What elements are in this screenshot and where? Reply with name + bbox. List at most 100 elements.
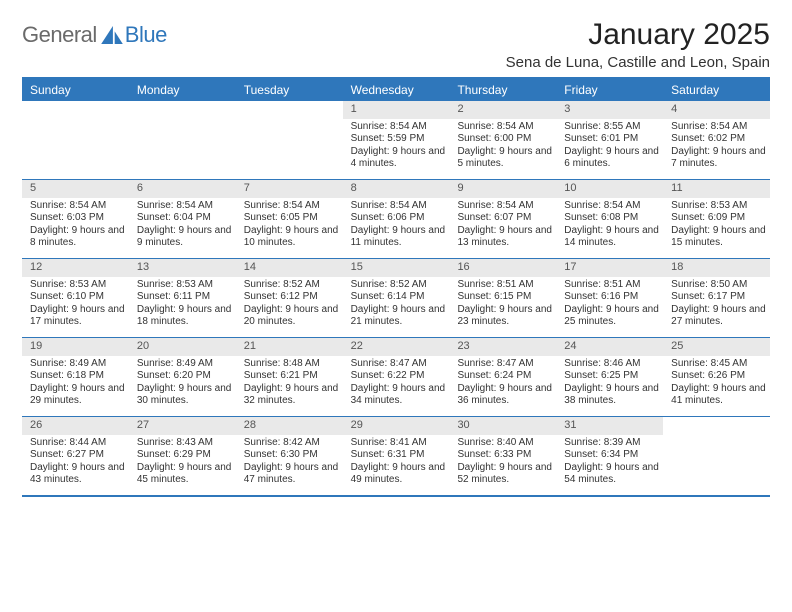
sunset-line: Sunset: 6:31 PM (351, 449, 446, 462)
sunset-line: Sunset: 6:07 PM (457, 212, 552, 225)
day-number: 22 (343, 338, 450, 356)
title-block: January 2025 Sena de Luna, Castille and … (506, 18, 770, 71)
day-number: 2 (449, 101, 556, 119)
calendar-day-cell: 15Sunrise: 8:52 AMSunset: 6:14 PMDayligh… (343, 259, 450, 337)
daylight-line: Daylight: 9 hours and 38 minutes. (564, 383, 659, 408)
daylight-line: Daylight: 9 hours and 41 minutes. (671, 383, 766, 408)
day-body: Sunrise: 8:45 AMSunset: 6:26 PMDaylight:… (663, 356, 770, 410)
day-number: 27 (129, 417, 236, 435)
sunset-line: Sunset: 6:30 PM (244, 449, 339, 462)
day-body: Sunrise: 8:51 AMSunset: 6:16 PMDaylight:… (556, 277, 663, 331)
daylight-line: Daylight: 9 hours and 49 minutes. (351, 462, 446, 487)
day-body: Sunrise: 8:53 AMSunset: 6:11 PMDaylight:… (129, 277, 236, 331)
sunset-line: Sunset: 6:24 PM (457, 370, 552, 383)
calendar-week-row: 19Sunrise: 8:49 AMSunset: 6:18 PMDayligh… (22, 337, 770, 416)
day-number: 13 (129, 259, 236, 277)
calendar-day-cell: 14Sunrise: 8:52 AMSunset: 6:12 PMDayligh… (236, 259, 343, 337)
sunset-line: Sunset: 6:15 PM (457, 291, 552, 304)
calendar-week-row: 12Sunrise: 8:53 AMSunset: 6:10 PMDayligh… (22, 258, 770, 337)
day-of-week-header: Saturday (663, 79, 770, 101)
day-number: 9 (449, 180, 556, 198)
calendar-day-cell: 30Sunrise: 8:40 AMSunset: 6:33 PMDayligh… (449, 417, 556, 495)
day-number: 25 (663, 338, 770, 356)
day-number: 6 (129, 180, 236, 198)
sunset-line: Sunset: 6:22 PM (351, 370, 446, 383)
calendar-day-cell: 25Sunrise: 8:45 AMSunset: 6:26 PMDayligh… (663, 338, 770, 416)
day-body: Sunrise: 8:41 AMSunset: 6:31 PMDaylight:… (343, 435, 450, 489)
day-body: Sunrise: 8:55 AMSunset: 6:01 PMDaylight:… (556, 119, 663, 173)
calendar-day-pad: 0. (129, 101, 236, 179)
sunset-line: Sunset: 6:09 PM (671, 212, 766, 225)
sunrise-line: Sunrise: 8:54 AM (457, 121, 552, 134)
day-body: Sunrise: 8:54 AMSunset: 5:59 PMDaylight:… (343, 119, 450, 173)
daylight-line: Daylight: 9 hours and 10 minutes. (244, 225, 339, 250)
day-body: Sunrise: 8:52 AMSunset: 6:12 PMDaylight:… (236, 277, 343, 331)
sunrise-line: Sunrise: 8:51 AM (564, 279, 659, 292)
sunrise-line: Sunrise: 8:54 AM (457, 200, 552, 213)
sunrise-line: Sunrise: 8:54 AM (351, 200, 446, 213)
day-body: Sunrise: 8:40 AMSunset: 6:33 PMDaylight:… (449, 435, 556, 489)
day-of-week-header: Monday (129, 79, 236, 101)
daylight-line: Daylight: 9 hours and 14 minutes. (564, 225, 659, 250)
calendar-day-cell: 19Sunrise: 8:49 AMSunset: 6:18 PMDayligh… (22, 338, 129, 416)
sunrise-line: Sunrise: 8:49 AM (137, 358, 232, 371)
calendar-day-pad: 0. (22, 101, 129, 179)
day-number: 5 (22, 180, 129, 198)
logo-text-general: General (22, 22, 97, 48)
day-body: Sunrise: 8:51 AMSunset: 6:15 PMDaylight:… (449, 277, 556, 331)
day-body: Sunrise: 8:53 AMSunset: 6:09 PMDaylight:… (663, 198, 770, 252)
day-number: 21 (236, 338, 343, 356)
day-number: 28 (236, 417, 343, 435)
calendar-day-pad: 0. (236, 101, 343, 179)
sunrise-line: Sunrise: 8:45 AM (671, 358, 766, 371)
day-number: 3 (556, 101, 663, 119)
sunrise-line: Sunrise: 8:48 AM (244, 358, 339, 371)
day-number: 19 (22, 338, 129, 356)
day-body: Sunrise: 8:39 AMSunset: 6:34 PMDaylight:… (556, 435, 663, 489)
daylight-line: Daylight: 9 hours and 36 minutes. (457, 383, 552, 408)
daylight-line: Daylight: 9 hours and 45 minutes. (137, 462, 232, 487)
day-number: 11 (663, 180, 770, 198)
day-number: 8 (343, 180, 450, 198)
day-body: Sunrise: 8:47 AMSunset: 6:24 PMDaylight:… (449, 356, 556, 410)
sunrise-line: Sunrise: 8:49 AM (30, 358, 125, 371)
sunrise-line: Sunrise: 8:41 AM (351, 437, 446, 450)
day-number: 23 (449, 338, 556, 356)
calendar-day-cell: 6Sunrise: 8:54 AMSunset: 6:04 PMDaylight… (129, 180, 236, 258)
day-of-week-header: Thursday (449, 79, 556, 101)
calendar-day-pad: 0. (663, 417, 770, 495)
daylight-line: Daylight: 9 hours and 17 minutes. (30, 304, 125, 329)
calendar-day-cell: 28Sunrise: 8:42 AMSunset: 6:30 PMDayligh… (236, 417, 343, 495)
day-number: 10 (556, 180, 663, 198)
daylight-line: Daylight: 9 hours and 8 minutes. (30, 225, 125, 250)
day-of-week-header: Tuesday (236, 79, 343, 101)
day-of-week-header: Sunday (22, 79, 129, 101)
sunrise-line: Sunrise: 8:47 AM (351, 358, 446, 371)
day-body: Sunrise: 8:54 AMSunset: 6:07 PMDaylight:… (449, 198, 556, 252)
daylight-line: Daylight: 9 hours and 29 minutes. (30, 383, 125, 408)
calendar-day-cell: 9Sunrise: 8:54 AMSunset: 6:07 PMDaylight… (449, 180, 556, 258)
day-body: Sunrise: 8:54 AMSunset: 6:06 PMDaylight:… (343, 198, 450, 252)
day-number: 7 (236, 180, 343, 198)
calendar-day-cell: 20Sunrise: 8:49 AMSunset: 6:20 PMDayligh… (129, 338, 236, 416)
day-body: Sunrise: 8:48 AMSunset: 6:21 PMDaylight:… (236, 356, 343, 410)
day-of-week-header: Wednesday (343, 79, 450, 101)
sunset-line: Sunset: 6:20 PM (137, 370, 232, 383)
sunset-line: Sunset: 6:14 PM (351, 291, 446, 304)
sunset-line: Sunset: 6:03 PM (30, 212, 125, 225)
page-title: January 2025 (506, 18, 770, 52)
calendar-body: 0.0.0.1Sunrise: 8:54 AMSunset: 5:59 PMDa… (22, 101, 770, 495)
day-body: Sunrise: 8:44 AMSunset: 6:27 PMDaylight:… (22, 435, 129, 489)
sunrise-line: Sunrise: 8:39 AM (564, 437, 659, 450)
calendar-day-cell: 17Sunrise: 8:51 AMSunset: 6:16 PMDayligh… (556, 259, 663, 337)
calendar-day-cell: 27Sunrise: 8:43 AMSunset: 6:29 PMDayligh… (129, 417, 236, 495)
sunset-line: Sunset: 6:05 PM (244, 212, 339, 225)
sunrise-line: Sunrise: 8:55 AM (564, 121, 659, 134)
daylight-line: Daylight: 9 hours and 11 minutes. (351, 225, 446, 250)
sunset-line: Sunset: 6:08 PM (564, 212, 659, 225)
day-number: 12 (22, 259, 129, 277)
sunrise-line: Sunrise: 8:53 AM (137, 279, 232, 292)
sunset-line: Sunset: 5:59 PM (351, 133, 446, 146)
daylight-line: Daylight: 9 hours and 25 minutes. (564, 304, 659, 329)
daylight-line: Daylight: 9 hours and 43 minutes. (30, 462, 125, 487)
